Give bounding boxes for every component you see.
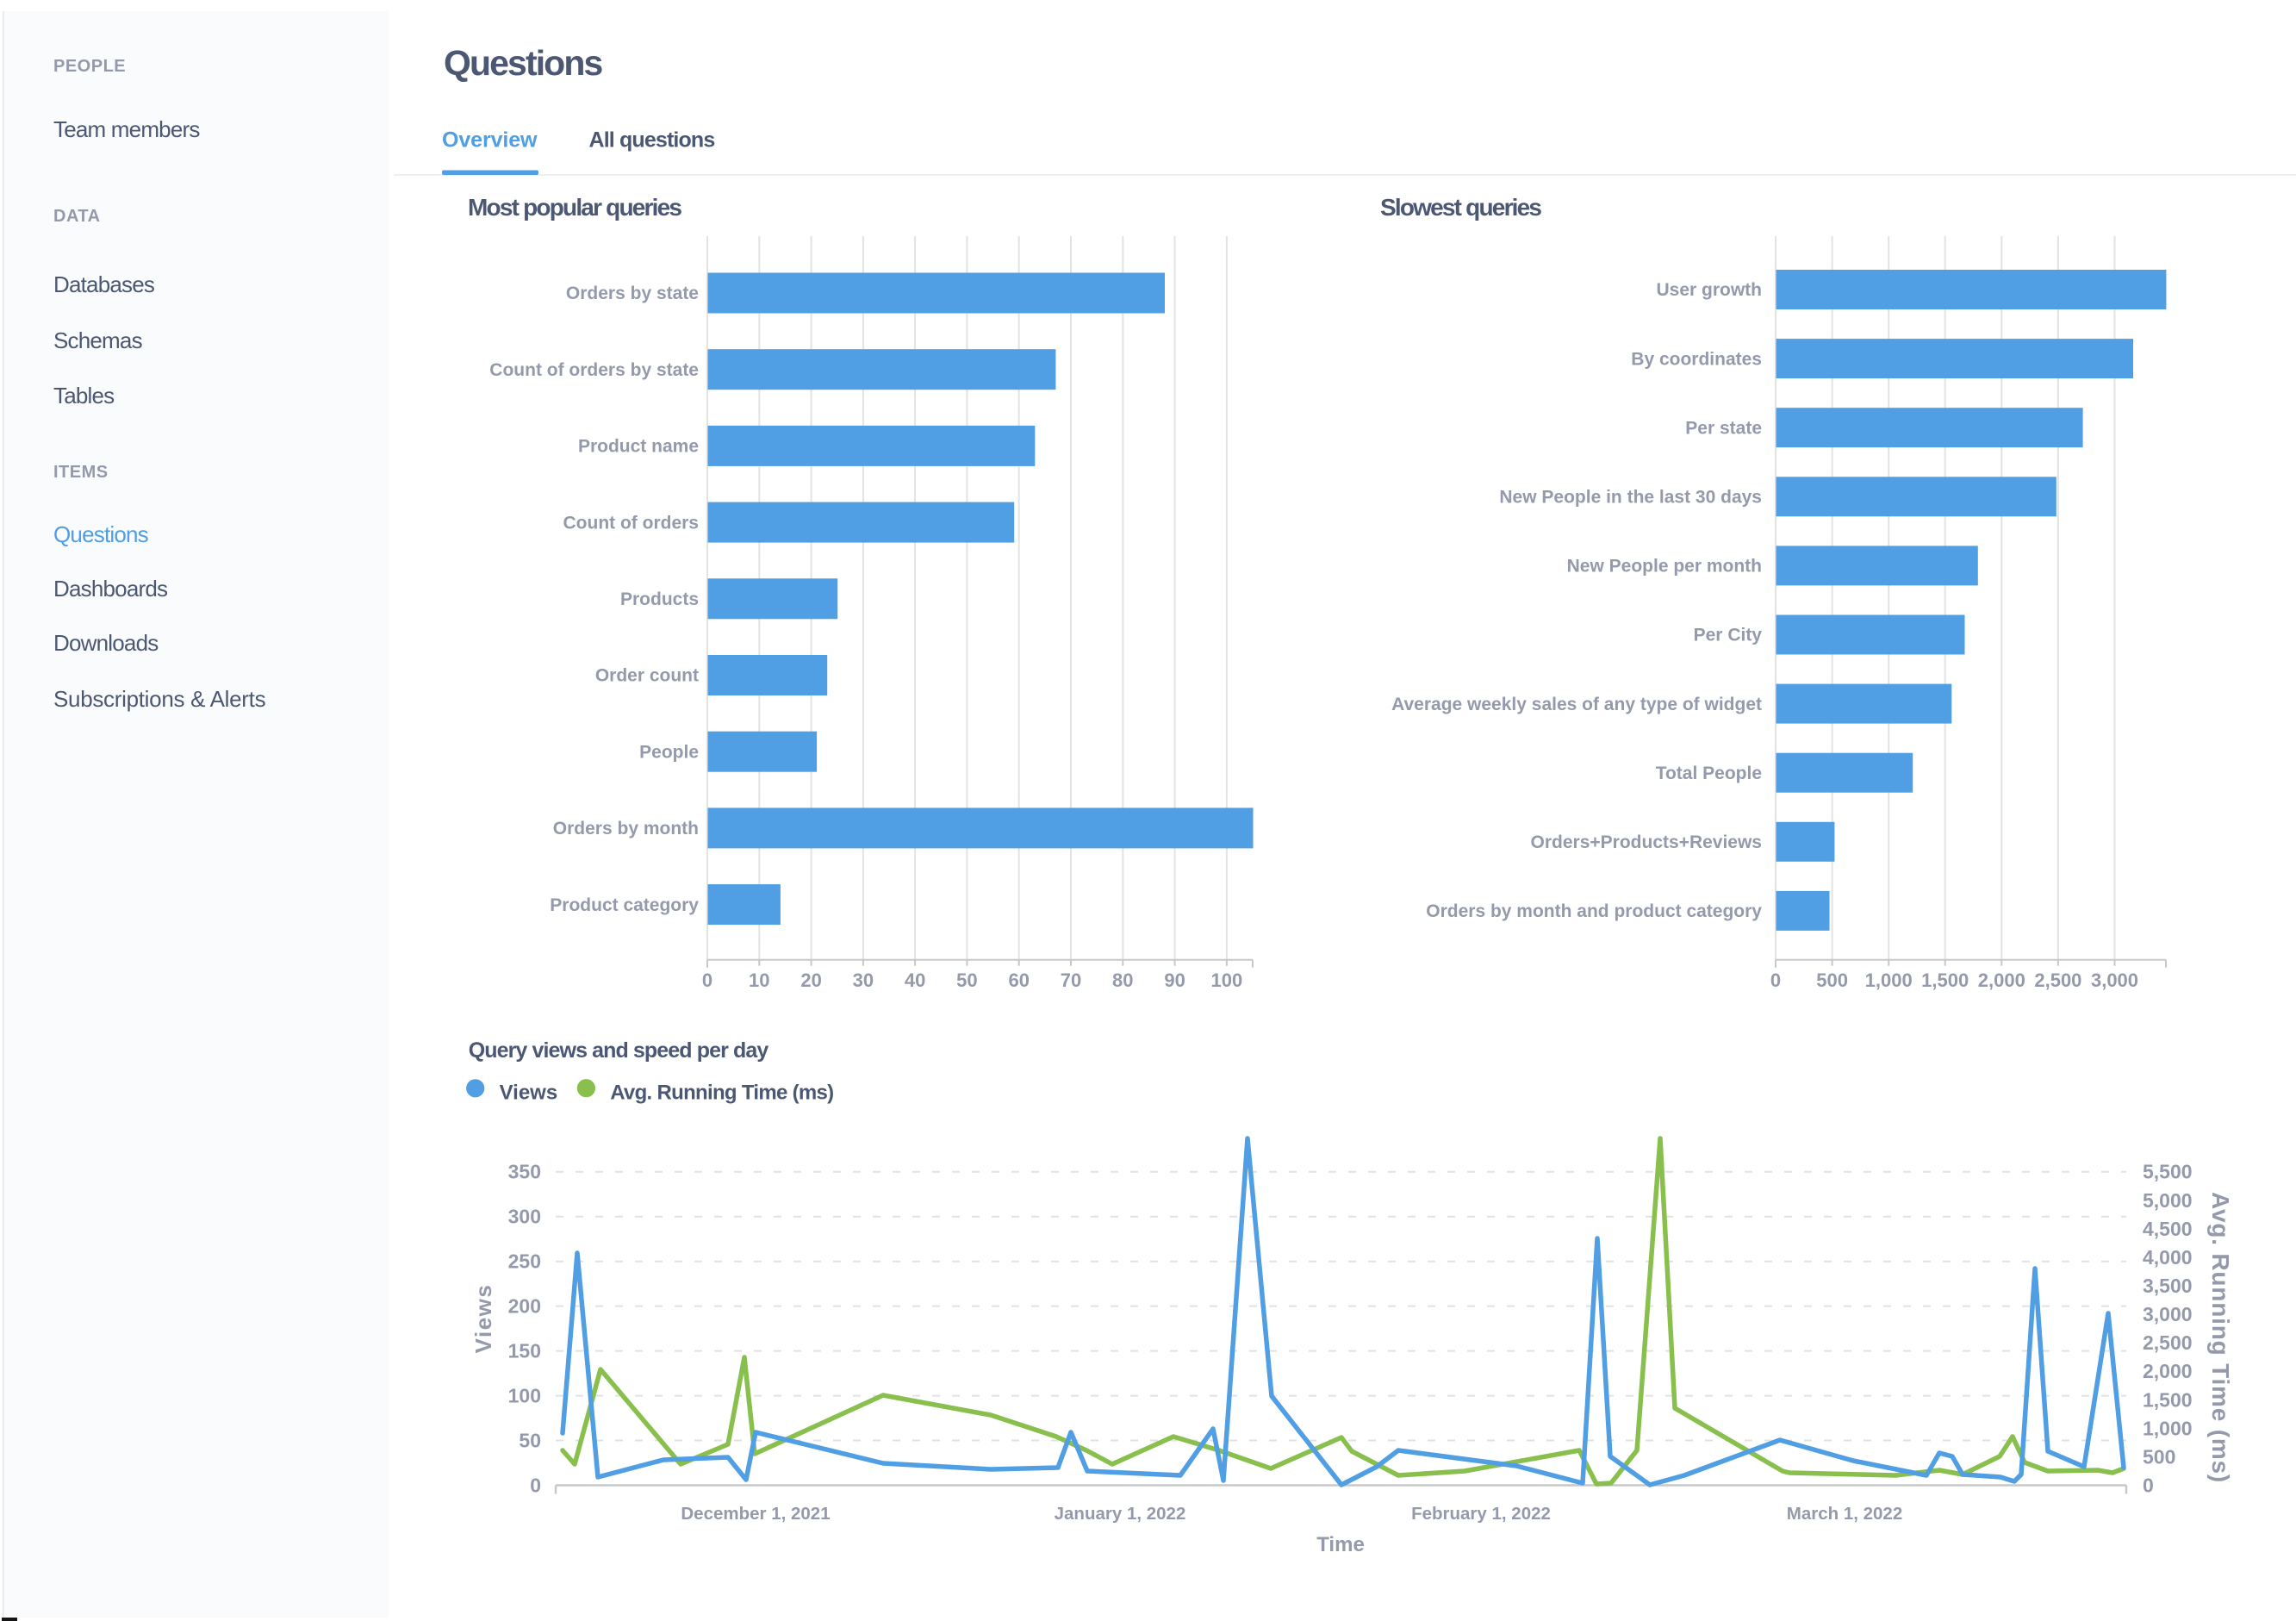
svg-text:50: 50 (519, 1430, 541, 1452)
svg-text:1,000: 1,000 (1865, 969, 1913, 991)
svg-text:500: 500 (2143, 1445, 2175, 1468)
svg-text:Count of orders: Count of orders (563, 513, 700, 533)
svg-text:500: 500 (1816, 969, 1848, 991)
svg-text:Product category: Product category (550, 895, 699, 915)
svg-text:4,500: 4,500 (2143, 1218, 2193, 1240)
svg-text:2,500: 2,500 (2034, 969, 2081, 991)
svg-text:Views: Views (470, 1284, 496, 1354)
svg-text:300: 300 (508, 1206, 541, 1228)
svg-text:Products: Products (620, 589, 699, 609)
svg-text:Questions: Questions (53, 521, 149, 547)
svg-text:0: 0 (2143, 1474, 2154, 1497)
svg-text:Per City: Per City (1694, 626, 1763, 645)
svg-text:Team members: Team members (53, 116, 200, 142)
svg-text:2,000: 2,000 (2143, 1360, 2193, 1382)
svg-text:Slowest queries: Slowest queries (1380, 194, 1541, 221)
svg-text:5,000: 5,000 (2143, 1189, 2193, 1212)
svg-text:New People in the last 30 days: New People in the last 30 days (1499, 488, 1762, 508)
svg-text:0: 0 (530, 1474, 541, 1497)
svg-text:December 1, 2021: December 1, 2021 (681, 1504, 830, 1524)
svg-text:Query views and speed per day: Query views and speed per day (469, 1038, 769, 1063)
svg-text:By coordinates: By coordinates (1631, 349, 1762, 369)
svg-text:350: 350 (508, 1161, 541, 1183)
svg-text:2,500: 2,500 (2143, 1331, 2193, 1354)
svg-text:5,500: 5,500 (2143, 1161, 2193, 1183)
svg-text:90: 90 (1164, 969, 1185, 991)
svg-text:100: 100 (1211, 969, 1243, 991)
svg-text:250: 250 (508, 1250, 541, 1273)
svg-text:Questions: Questions (444, 43, 602, 83)
svg-text:3,500: 3,500 (2143, 1275, 2193, 1297)
svg-text:1,000: 1,000 (2143, 1417, 2193, 1439)
svg-text:Subscriptions & Alerts: Subscriptions & Alerts (53, 686, 266, 712)
svg-text:3,000: 3,000 (2143, 1303, 2193, 1325)
svg-text:0: 0 (702, 969, 712, 991)
svg-text:Per state: Per state (1685, 418, 1762, 438)
svg-text:20: 20 (800, 969, 821, 991)
svg-text:Most popular queries: Most popular queries (468, 194, 681, 221)
svg-text:3,000: 3,000 (2091, 969, 2138, 991)
svg-text:Order count: Order count (595, 666, 699, 686)
svg-text:1,500: 1,500 (1921, 969, 1969, 991)
svg-text:DATA: DATA (53, 207, 101, 226)
svg-text:All questions: All questions (589, 128, 715, 153)
svg-text:Total People: Total People (1656, 764, 1762, 783)
svg-text:100: 100 (508, 1385, 541, 1407)
svg-text:70: 70 (1061, 969, 1081, 991)
svg-text:People: People (639, 742, 699, 762)
svg-text:New People per month: New People per month (1567, 557, 1762, 577)
svg-text:Orders+Products+Reviews: Orders+Products+Reviews (1531, 832, 1762, 852)
svg-text:User growth: User growth (1656, 280, 1762, 300)
svg-text:Tables: Tables (53, 383, 115, 408)
svg-text:March 1, 2022: March 1, 2022 (1787, 1504, 1902, 1524)
svg-text:80: 80 (1112, 969, 1133, 991)
svg-text:Dashboards: Dashboards (53, 576, 168, 602)
svg-text:Overview: Overview (442, 128, 538, 153)
svg-text:PEOPLE: PEOPLE (53, 57, 126, 76)
svg-text:Product name: Product name (578, 437, 699, 457)
svg-text:50: 50 (956, 969, 977, 991)
svg-text:Orders by state: Orders by state (566, 284, 699, 303)
svg-text:Orders by month: Orders by month (553, 819, 699, 839)
svg-text:40: 40 (905, 969, 925, 991)
svg-text:200: 200 (508, 1295, 541, 1318)
svg-text:2,000: 2,000 (1978, 969, 2025, 991)
svg-text:30: 30 (853, 969, 874, 991)
svg-text:10: 10 (749, 969, 769, 991)
svg-text:Avg. Running Time (ms): Avg. Running Time (ms) (610, 1081, 833, 1104)
svg-text:Count of orders by state: Count of orders by state (489, 360, 699, 380)
svg-text:4,000: 4,000 (2143, 1246, 2193, 1269)
svg-text:Databases: Databases (53, 271, 155, 297)
svg-text:Average weekly sales of any ty: Average weekly sales of any type of widg… (1391, 695, 1762, 714)
svg-text:February 1, 2022: February 1, 2022 (1411, 1504, 1551, 1524)
svg-text:ITEMS: ITEMS (53, 463, 109, 482)
svg-text:0: 0 (1770, 969, 1781, 991)
svg-text:Views: Views (500, 1081, 558, 1104)
svg-text:Schemas: Schemas (53, 327, 143, 353)
svg-text:Avg. Running Time (ms): Avg. Running Time (ms) (2207, 1192, 2234, 1483)
svg-text:150: 150 (508, 1340, 541, 1362)
svg-text:Orders by month and product ca: Orders by month and product category (1426, 901, 1762, 921)
svg-text:60: 60 (1008, 969, 1029, 991)
svg-text:Time: Time (1316, 1533, 1365, 1556)
svg-text:January 1, 2022: January 1, 2022 (1055, 1504, 1186, 1524)
svg-text:1,500: 1,500 (2143, 1388, 2193, 1411)
svg-text:Downloads: Downloads (53, 630, 159, 656)
